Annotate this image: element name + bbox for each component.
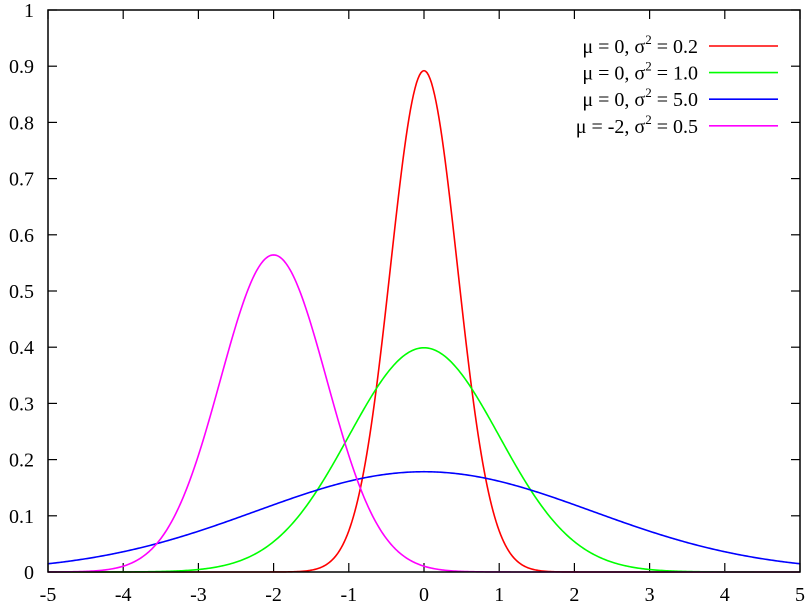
y-axis-tick-labels: 0 0.1 0.2 0.3 0.4 0.5 0.6 0.7 0.8 0.9 1 xyxy=(9,0,34,584)
y-tick-label: 0.3 xyxy=(9,393,34,415)
y-tick-label: 0.9 xyxy=(9,56,34,78)
legend-label-suffix: = 5.0 xyxy=(652,89,698,111)
legend-label-0: μ = 0, σ2 = 0.2 xyxy=(582,32,698,58)
legend-label-3: μ = -2, σ2 = 0.5 xyxy=(576,112,698,138)
x-tick-label: 1 xyxy=(494,584,504,606)
legend-label-suffix: = 0.2 xyxy=(652,36,698,58)
x-tick-label: -3 xyxy=(190,584,207,606)
y-tick-label: 0.5 xyxy=(9,281,34,303)
y-tick-label: 0.6 xyxy=(9,225,34,247)
y-tick-label: 0 xyxy=(24,562,34,584)
x-axis-tick-labels: -5 -4 -3 -2 -1 0 1 2 3 4 5 xyxy=(40,584,805,606)
x-tick-label: 0 xyxy=(419,584,429,606)
legend-label-prefix: μ = 0, σ xyxy=(582,89,645,111)
y-tick-label: 0.2 xyxy=(9,450,34,472)
legend: μ = 0, σ2 = 0.2μ = 0, σ2 = 1.0μ = 0, σ2 … xyxy=(576,32,778,138)
legend-label-prefix: μ = 0, σ xyxy=(582,36,645,58)
legend-label-exponent: 2 xyxy=(645,32,652,47)
x-tick-label: 3 xyxy=(645,584,655,606)
y-tick-label: 0.4 xyxy=(9,337,34,359)
series-line-0 xyxy=(48,69,800,573)
legend-label-suffix: = 1.0 xyxy=(652,63,698,85)
y-tick-label: 0.7 xyxy=(9,169,34,191)
legend-label-exponent: 2 xyxy=(645,59,652,74)
legend-label-prefix: μ = 0, σ xyxy=(582,63,645,85)
legend-label-1: μ = 0, σ2 = 1.0 xyxy=(582,59,698,85)
x-tick-label: -2 xyxy=(265,584,282,606)
legend-label-exponent: 2 xyxy=(645,85,652,100)
x-tick-label: 5 xyxy=(795,584,805,606)
legend-label-prefix: μ = -2, σ xyxy=(576,116,646,138)
legend-label-exponent: 2 xyxy=(645,112,652,127)
series-line-3 xyxy=(48,254,800,573)
x-tick-label: 2 xyxy=(569,584,579,606)
x-tick-label: -4 xyxy=(115,584,132,606)
series-line-2 xyxy=(47,470,801,565)
y-tick-label: 0.1 xyxy=(9,506,34,528)
legend-label-suffix: = 0.5 xyxy=(652,116,698,138)
x-tick-label: -5 xyxy=(40,584,57,606)
y-tick-label: 0.8 xyxy=(9,112,34,134)
plot-frame xyxy=(47,9,801,573)
x-tick-label: 4 xyxy=(720,584,730,606)
series-curves xyxy=(47,69,801,573)
x-tick-label: -1 xyxy=(340,584,357,606)
y-tick-label: 1 xyxy=(24,0,34,22)
legend-label-2: μ = 0, σ2 = 5.0 xyxy=(582,85,698,111)
series-line-1 xyxy=(48,346,800,573)
